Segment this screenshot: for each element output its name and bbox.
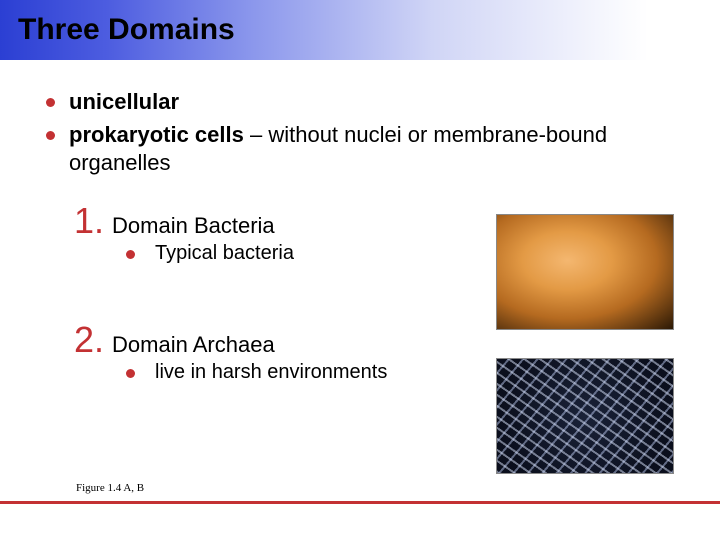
bullet-item: prokaryotic cells – without nuclei or me… <box>46 121 690 178</box>
bullet-icon <box>126 369 135 378</box>
bullet-icon <box>46 131 55 140</box>
figure-reference: Figure 1.4 A, B <box>76 482 144 494</box>
bullet-bold: prokaryotic cells <box>69 122 244 147</box>
bullet-text: prokaryotic cells – without nuclei or me… <box>69 121 690 178</box>
bullet-text: unicellular <box>69 88 179 117</box>
top-bullet-list: unicellular prokaryotic cells – without … <box>30 88 690 178</box>
title-bar: Three Domains <box>0 0 720 60</box>
domain-number: 1. <box>74 200 104 242</box>
domain-number: 2. <box>74 319 104 361</box>
archaea-image <box>496 358 674 474</box>
domain-sub-text: live in harsh environments <box>155 361 387 384</box>
bacteria-image <box>496 214 674 330</box>
bullet-icon <box>46 98 55 107</box>
bullet-bold: unicellular <box>69 89 179 114</box>
domain-label: Domain Archaea <box>112 332 275 358</box>
footer-divider <box>0 501 720 504</box>
bullet-item: unicellular <box>46 88 690 117</box>
bullet-icon <box>126 250 135 259</box>
domain-sub-text: Typical bacteria <box>155 242 294 265</box>
slide-title: Three Domains <box>18 13 235 47</box>
domain-label: Domain Bacteria <box>112 213 275 239</box>
